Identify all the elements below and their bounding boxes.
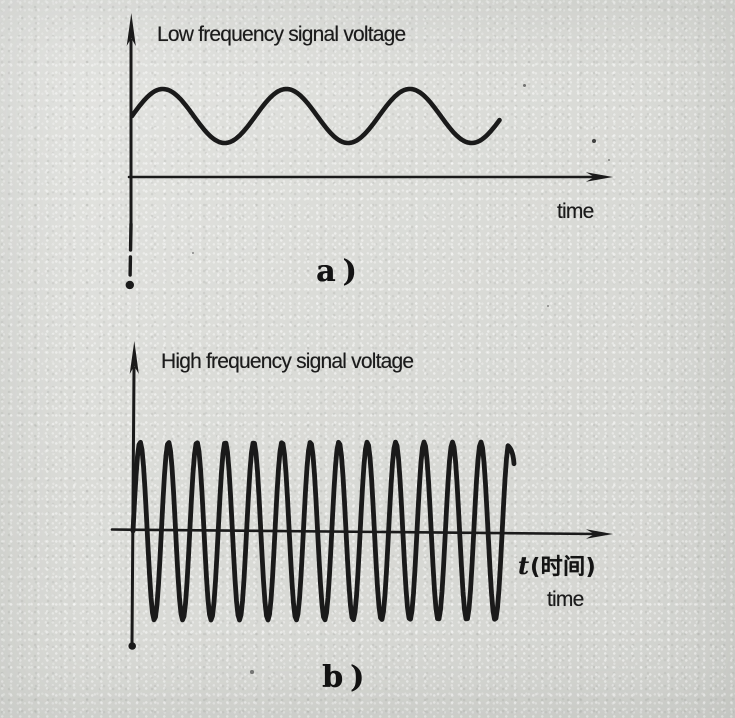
- waveform-a: [129, 86, 502, 146]
- chart-a-group: [125, 13, 613, 290]
- x-axis-arrowhead-a: [586, 172, 613, 182]
- ink-speck: [250, 670, 254, 674]
- chart-b-time-axis-label: time: [547, 588, 584, 611]
- t-symbol: t: [518, 551, 530, 580]
- chart-b-group: [110, 341, 613, 650]
- y-axis-arrowhead-a: [126, 13, 136, 46]
- ink-speck: [591, 138, 597, 144]
- y-axis-ink-dot-b: [128, 642, 136, 650]
- chart-a-title: Low frequency signal voltage: [157, 23, 406, 46]
- ink-speck: [546, 304, 550, 308]
- y-axis-lower-a: [128, 222, 133, 284]
- ink-speck: [522, 83, 526, 87]
- y-axis-ink-dot-a: [125, 280, 134, 290]
- waveform-b: [130, 439, 517, 623]
- chart-b-caption: b): [322, 660, 372, 695]
- chart-b-title: High frequency signal voltage: [161, 350, 414, 373]
- chart-a-time-axis-label: time: [557, 200, 594, 223]
- chart-b-t-axis-label: t (时间): [518, 549, 596, 581]
- chart-a-caption: a): [316, 254, 364, 289]
- x-axis-arrowhead-b: [586, 529, 613, 539]
- x-axis-b: [110, 528, 601, 536]
- ink-speck: [607, 158, 611, 162]
- ink-speck: [191, 251, 195, 255]
- y-axis-arrowhead-b: [129, 341, 139, 374]
- t-chinese-label: (时间): [530, 555, 597, 580]
